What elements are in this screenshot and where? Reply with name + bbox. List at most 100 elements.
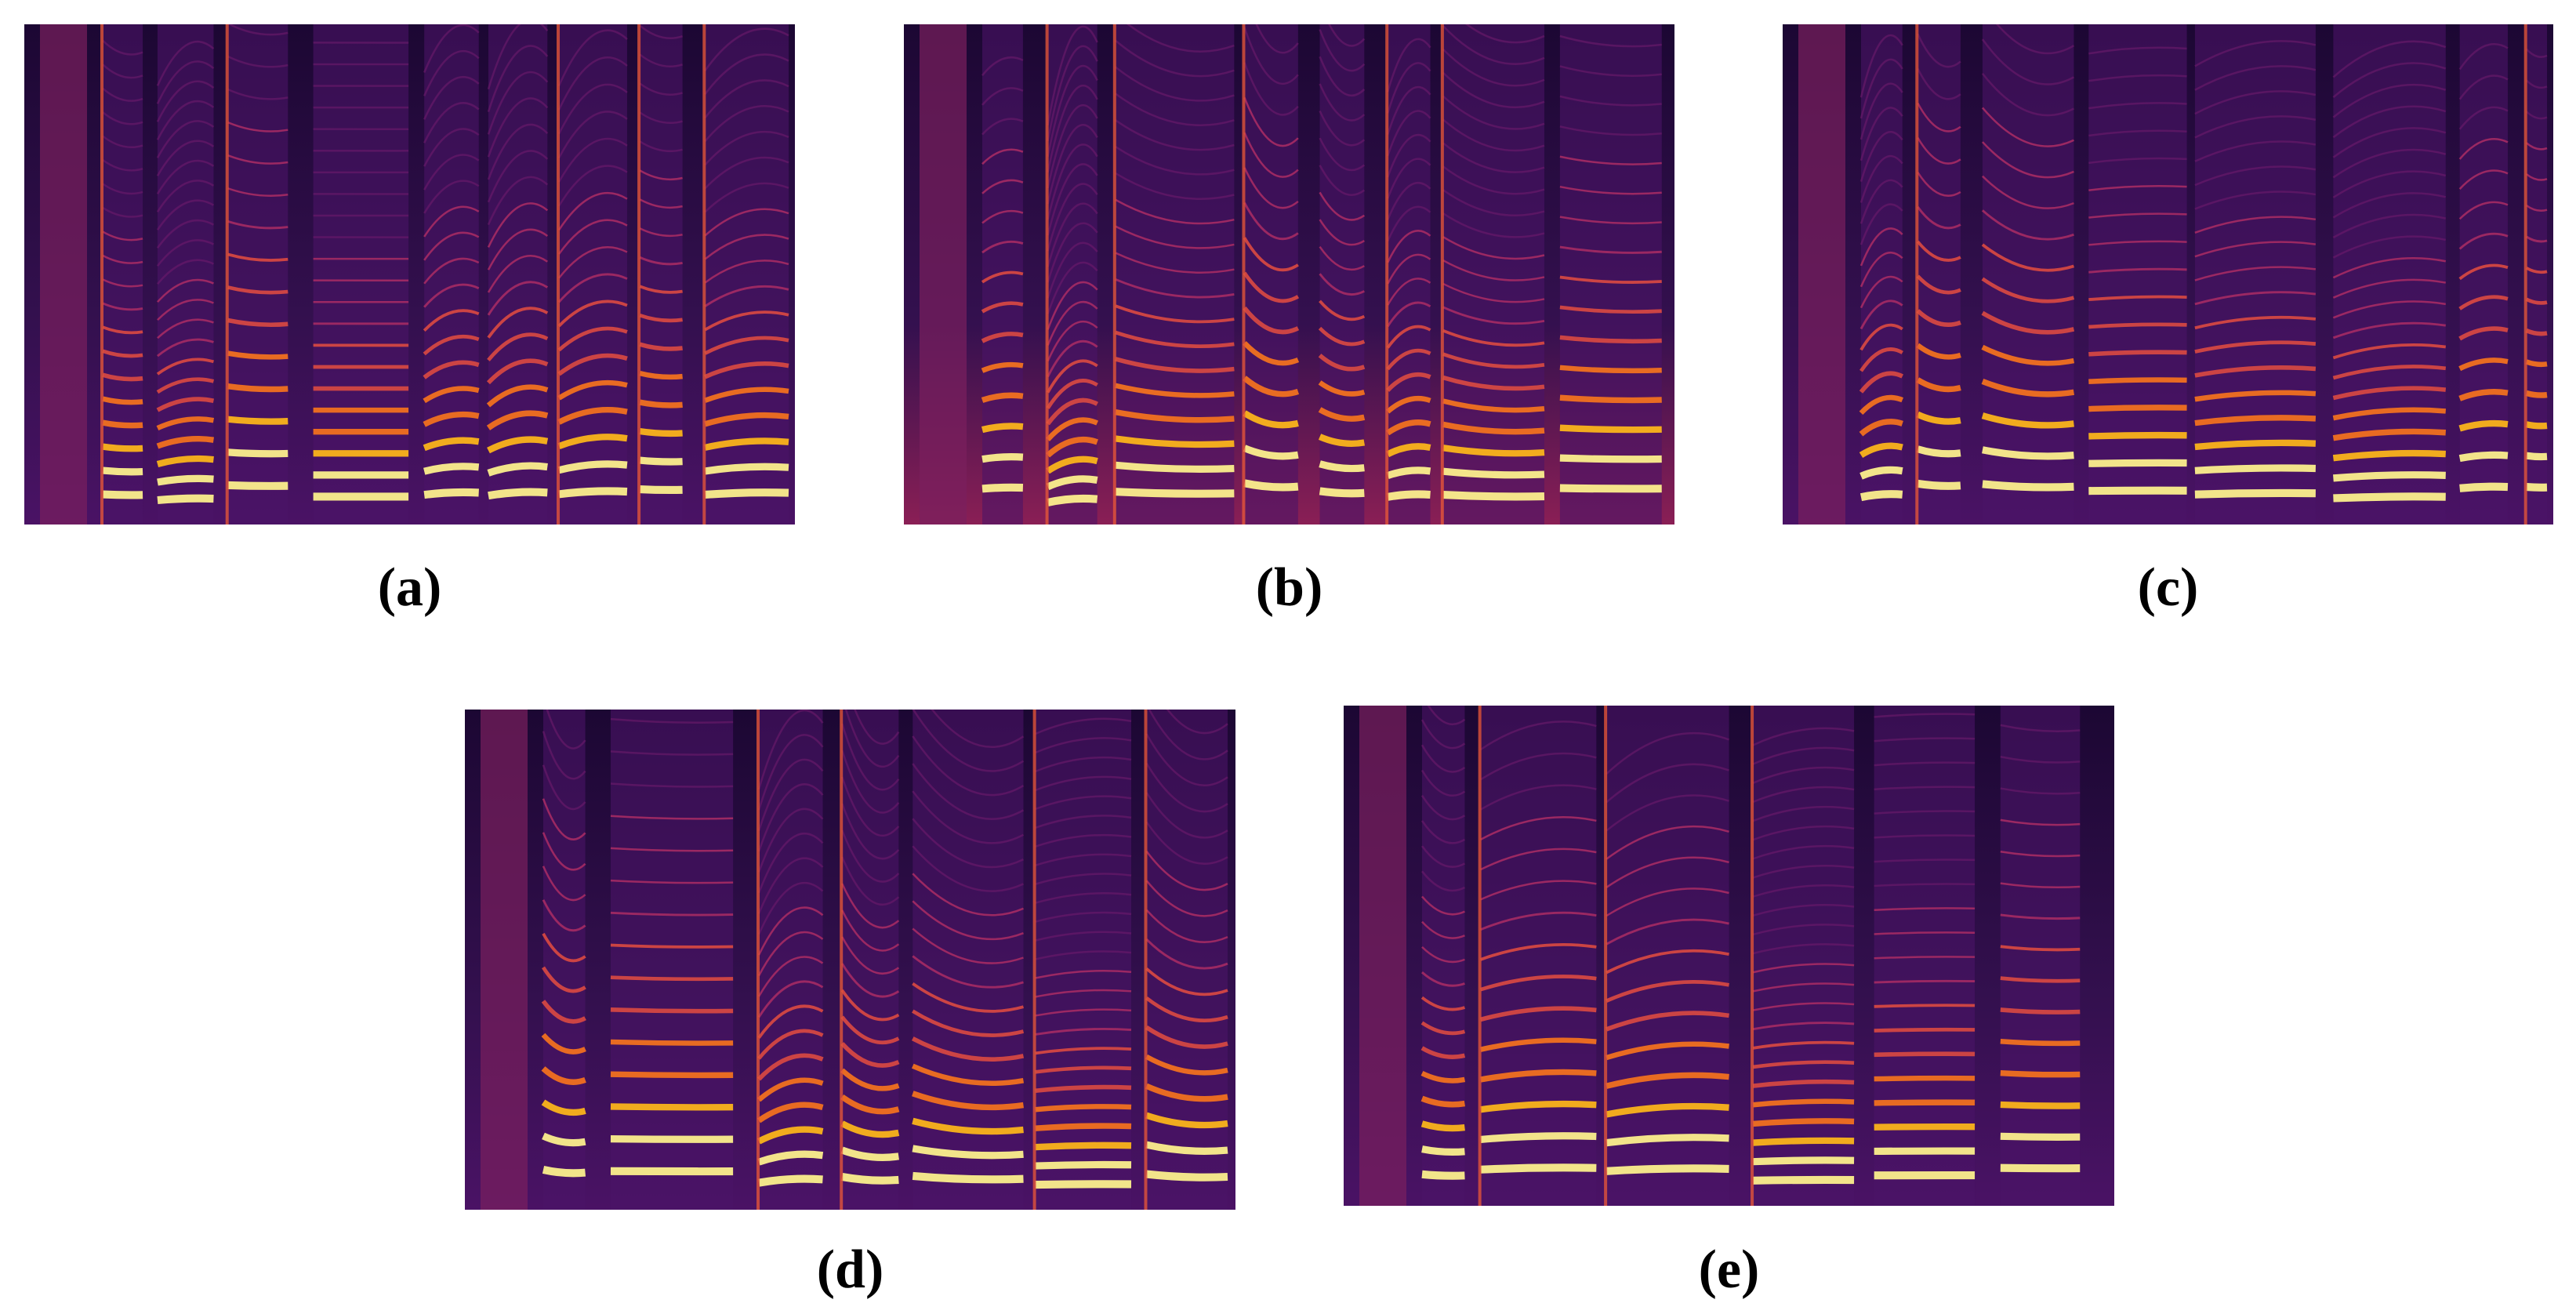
harmonic <box>610 1135 734 1143</box>
harmonic <box>1982 480 2074 492</box>
harmonic <box>102 325 143 335</box>
harmonic <box>854 710 900 745</box>
harmonic <box>423 335 480 356</box>
harmonic <box>912 873 1024 917</box>
harmonic <box>1981 277 2075 303</box>
harmonic <box>1386 396 1431 414</box>
harmonic <box>1145 792 1228 839</box>
harmonic <box>1752 884 1855 898</box>
harmonic <box>1166 710 1228 735</box>
harmonic <box>541 1000 586 1024</box>
harmonic <box>227 285 288 295</box>
harmonic <box>1605 825 1729 860</box>
harmonic <box>1480 880 1597 901</box>
harmonic <box>1035 911 1132 923</box>
harmonic <box>1243 479 1299 492</box>
harmonic <box>1319 273 1365 296</box>
harmonic <box>2458 326 2509 341</box>
harmonic <box>1319 56 1366 97</box>
harmonic <box>2458 201 2509 220</box>
harmonic <box>1752 924 1855 936</box>
harmonic <box>2458 295 2509 310</box>
harmonic <box>102 302 143 311</box>
harmonic <box>2458 451 2509 463</box>
harmonic <box>1148 710 1228 760</box>
harmonic <box>423 411 480 427</box>
onset-line <box>1032 710 1036 1210</box>
harmonic <box>1480 1132 1597 1144</box>
harmonic <box>1605 763 1729 804</box>
harmonic <box>542 932 586 963</box>
spectrogram <box>904 24 1674 525</box>
harmonic <box>704 310 789 332</box>
harmonic <box>1874 907 1976 911</box>
harmonic <box>1420 719 1466 750</box>
harmonic <box>1145 996 1228 1023</box>
harmonic <box>639 456 683 466</box>
harmonic <box>912 1091 1024 1111</box>
harmonic <box>840 723 900 791</box>
harmonic <box>1035 1104 1132 1113</box>
harmonic <box>156 180 215 212</box>
harmonic <box>1479 752 1597 781</box>
harmonic <box>1859 203 1903 245</box>
harmonic <box>1480 1100 1597 1113</box>
harmonic <box>610 975 734 982</box>
harmonic <box>757 808 824 873</box>
harmonic <box>639 140 683 153</box>
harmonic <box>841 776 900 837</box>
harmonic <box>1035 795 1132 811</box>
harmonic <box>2194 488 2316 499</box>
onset-line <box>100 24 103 525</box>
harmonic <box>542 832 586 871</box>
harmonic <box>1255 24 1299 54</box>
voiced-segment <box>1480 706 1597 1206</box>
harmonic <box>912 927 1024 964</box>
harmonic <box>1115 408 1235 423</box>
harmonic <box>487 45 549 112</box>
harmonic <box>1605 1072 1729 1089</box>
harmonic <box>227 121 288 132</box>
harmonic <box>1319 110 1366 147</box>
harmonic <box>227 154 288 165</box>
harmonic <box>1859 323 1903 351</box>
voiced-segment <box>640 24 683 525</box>
harmonic <box>981 392 1024 403</box>
onset-line <box>1242 24 1246 525</box>
onset-line <box>702 24 706 525</box>
harmonic <box>639 285 683 294</box>
harmonic <box>487 462 548 477</box>
harmonic <box>542 899 586 932</box>
harmonic <box>841 883 900 929</box>
harmonic <box>610 1103 734 1111</box>
harmonic <box>610 911 734 917</box>
harmonic <box>2332 192 2447 219</box>
harmonic <box>704 285 789 307</box>
harmonic <box>1046 397 1098 426</box>
harmonic <box>2332 300 2446 319</box>
harmonic <box>1035 717 1132 735</box>
harmonic <box>1035 1160 1132 1170</box>
harmonic <box>1559 34 1662 48</box>
harmonic <box>610 750 734 756</box>
harmonic <box>1442 491 1545 501</box>
harmonic <box>1145 821 1228 865</box>
harmonic <box>557 379 628 401</box>
harmonic <box>2194 415 2317 427</box>
harmonic <box>557 83 628 135</box>
harmonic <box>1421 870 1465 892</box>
harmonic <box>610 879 734 884</box>
harmonic <box>704 208 789 237</box>
harmonic <box>2088 322 2187 329</box>
harmonic <box>1035 931 1132 942</box>
harmonic <box>841 803 900 860</box>
harmonic <box>1859 275 1903 309</box>
harmonic <box>102 39 143 56</box>
voiced-segment <box>1442 24 1544 525</box>
harmonic <box>557 273 628 303</box>
harmonic <box>981 87 1024 106</box>
harmonic <box>2525 204 2548 212</box>
harmonic <box>156 199 215 230</box>
noise-band <box>40 24 87 525</box>
